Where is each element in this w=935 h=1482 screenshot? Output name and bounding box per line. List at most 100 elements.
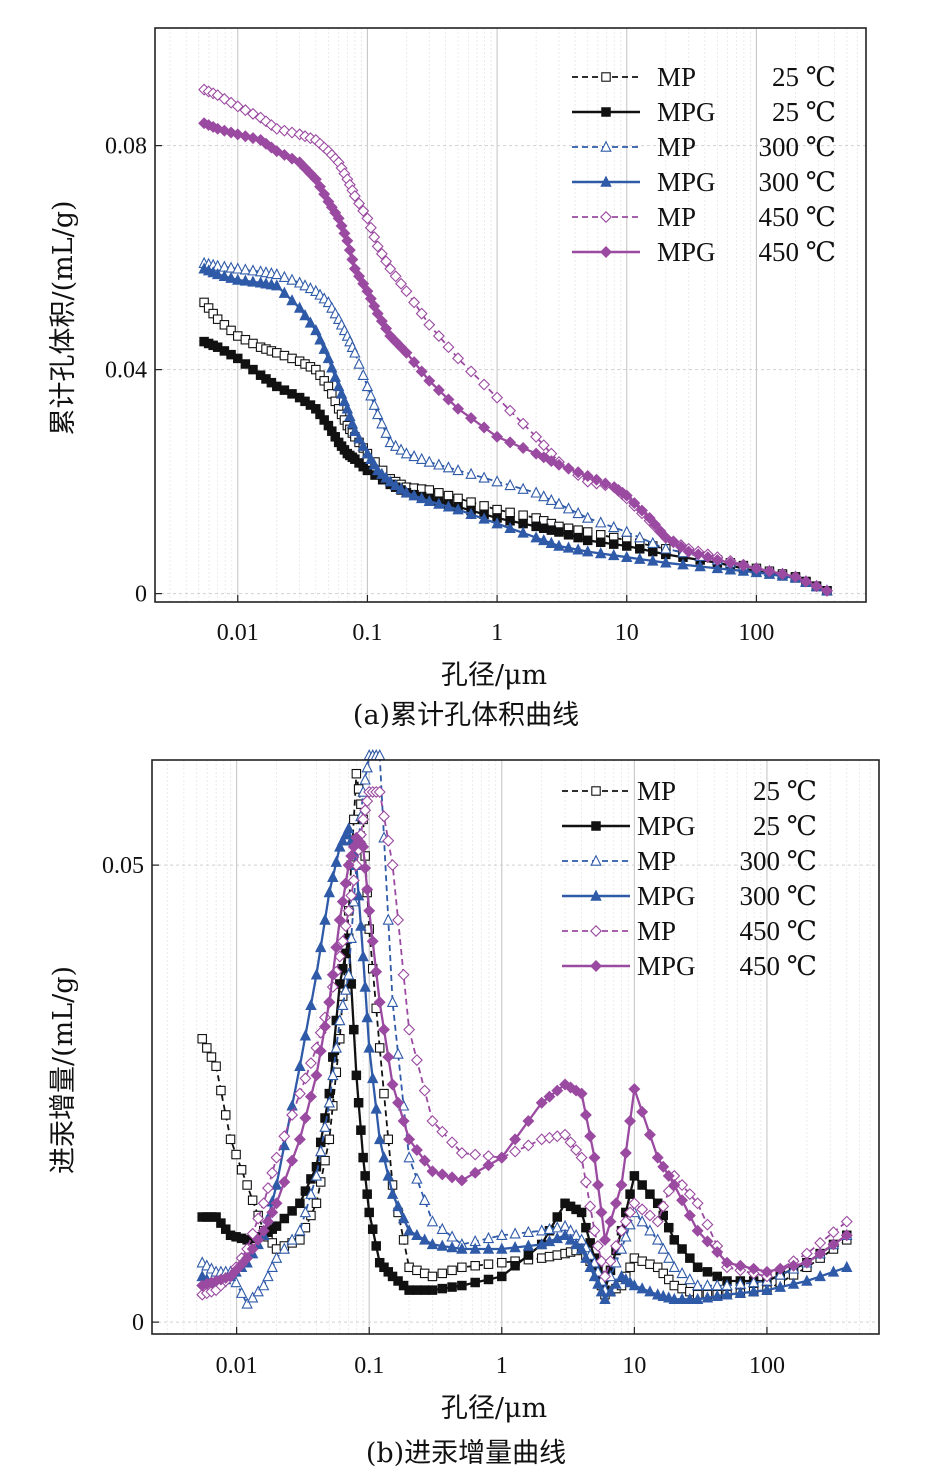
- panel-a-series-5-point: [346, 253, 359, 266]
- panel-a-series-0-point: [582, 527, 593, 537]
- panel-b-series-3-point: [363, 1041, 375, 1053]
- panel-b-legend-marker: [591, 821, 601, 831]
- panel-a-series-3-point: [442, 500, 455, 512]
- panel-b-series-5-point: [266, 1206, 279, 1219]
- panel-a-series-1-point: [233, 353, 243, 364]
- panel-b-series-4-point: [257, 1197, 270, 1210]
- panel-a-cumulative-pore-volume-chart: 0.01 0.1 1 10 100 0 0.04 0.08 孔径/μm 累计孔体积/(mL/…: [48, 27, 867, 731]
- panel-b-series-2-point: [426, 1215, 439, 1227]
- panel-b-series-3-point: [374, 1132, 386, 1145]
- panel-a-series-4-point: [465, 365, 478, 378]
- panel-a-series-3-line: [203, 267, 828, 592]
- panel-b-legend-name: MP: [637, 846, 676, 876]
- panel-b-series-5-point: [224, 1270, 237, 1283]
- panel-b-series-3-point: [711, 1289, 723, 1301]
- panel-a-series-2-point: [572, 506, 584, 519]
- panel-a-caption: (a)累计孔体积曲线: [353, 700, 579, 731]
- panel-a-series-2-point: [595, 516, 607, 528]
- panel-a-legend-entry: MPG 25 ℃: [572, 97, 836, 127]
- panel-b-series-4-point: [386, 859, 399, 872]
- panel-a-series-5-point: [701, 551, 714, 564]
- panel-a-series-3-point: [582, 545, 594, 557]
- panel-b-series-2-line: [201, 754, 848, 1306]
- panel-b-series-3-point: [278, 1138, 291, 1151]
- panel-b-series-4-point: [469, 1148, 482, 1161]
- panel-a-series-3-point: [304, 316, 317, 328]
- panel-a-series-5-point: [810, 580, 823, 593]
- panel-a-series-3: [198, 262, 833, 596]
- panel-b-series-0-point: [552, 1250, 563, 1260]
- panel-a-series-2-point: [423, 455, 435, 467]
- panel-a-series-3-point: [423, 494, 435, 506]
- panel-b-series-4-point: [252, 1212, 265, 1225]
- panel-a-series-layer: [198, 83, 833, 597]
- panel-b-series-1-point: [419, 1285, 430, 1295]
- panel-b-series-1-point: [362, 1189, 372, 1199]
- panel-b-series-5-point: [261, 1215, 274, 1228]
- panel-b-y-ticks: 00.05: [102, 853, 159, 1336]
- panel-a-series-5-point: [343, 244, 356, 257]
- panel-a-series-1-point: [563, 530, 574, 540]
- panel-b-series-4-point: [293, 1087, 306, 1100]
- panel-a-series-3-point: [293, 301, 306, 313]
- panel-b-series-5-point: [293, 1133, 306, 1146]
- panel-b-series-1-point: [404, 1285, 414, 1295]
- panel-b-series-5-point: [270, 1197, 283, 1210]
- panel-a-series-5-point: [452, 402, 465, 415]
- panel-a-series-2-point: [293, 276, 306, 288]
- panel-b-series-3-point: [575, 1242, 588, 1254]
- panel-b-series-5-point: [734, 1259, 747, 1272]
- panel-b-series-4-point: [266, 1166, 279, 1179]
- panel-b-series-0-point: [483, 1259, 494, 1269]
- panel-b-series-1-point: [211, 1212, 221, 1222]
- panel-b-legend-marker: [590, 925, 602, 937]
- panel-b-series-3-point: [604, 1285, 617, 1297]
- panel-b-series-3-point: [319, 913, 331, 925]
- panel-a-legend-marker: [600, 246, 612, 258]
- panel-b-legend-entry: MPG 450 ℃: [562, 951, 817, 981]
- panel-b-series-3-point: [522, 1239, 535, 1251]
- panel-a-series-2-point: [517, 482, 529, 494]
- panel-b-series-5-point: [366, 935, 379, 948]
- panel-b-series-0-point: [625, 1262, 635, 1273]
- panel-b-series-5-point: [446, 1171, 459, 1184]
- panel-b-series-2-point: [359, 773, 371, 785]
- panel-b-series-5-point: [575, 1087, 588, 1100]
- panel-a-series-3-point: [332, 379, 345, 392]
- panel-a-legend-marker: [600, 175, 612, 187]
- panel-b-series-3-point: [668, 1292, 680, 1305]
- panel-b-series-5-point: [827, 1238, 840, 1251]
- panel-a-series-1-line: [203, 340, 828, 592]
- panel-b-series-1-point: [669, 1235, 680, 1245]
- panel-b-series-1-point: [220, 1224, 231, 1234]
- panel-a-series-5-point: [380, 322, 393, 335]
- panel-b-series-4-point: [657, 1200, 670, 1213]
- panel-b-plot-frame: [151, 759, 880, 1335]
- panel-b-series-0-point: [211, 1061, 221, 1071]
- panel-a-series-4-point: [364, 221, 377, 234]
- panel-b-series-5-point: [370, 965, 383, 978]
- panel-b-series-layer: [196, 749, 853, 1309]
- panel-a-series-4-point: [239, 104, 252, 117]
- panel-b-series-2-point: [620, 1230, 632, 1242]
- panel-b-series-1-point: [356, 1125, 366, 1135]
- panel-a-series-3-point: [647, 554, 659, 566]
- panel-a-legend-marker: [600, 211, 612, 223]
- panel-b-series-5-point: [636, 1105, 649, 1118]
- panel-a-series-4-point: [530, 430, 543, 443]
- panel-b-series-5-point: [598, 1233, 611, 1246]
- panel-a-series-5-point: [478, 421, 491, 434]
- panel-b-series-5-point: [386, 1078, 399, 1091]
- panel-b-series-3-point: [684, 1292, 696, 1305]
- panel-a-series-1-point: [622, 541, 632, 551]
- panel-b-series-3-point: [310, 968, 323, 980]
- panel-b-series-1-point: [510, 1261, 520, 1271]
- panel-b-series-0-point: [664, 1274, 674, 1285]
- panel-a-series-4-point: [537, 439, 550, 452]
- panel-b-series-1-point: [412, 1285, 422, 1295]
- panel-b-series-3-point: [584, 1260, 596, 1273]
- panel-a-legend-temperature: 25 ℃: [772, 97, 836, 127]
- panel-b-series-4-point: [827, 1226, 840, 1239]
- panel-b-series-2-point: [509, 1227, 521, 1239]
- panel-a-series-3-point: [677, 558, 689, 570]
